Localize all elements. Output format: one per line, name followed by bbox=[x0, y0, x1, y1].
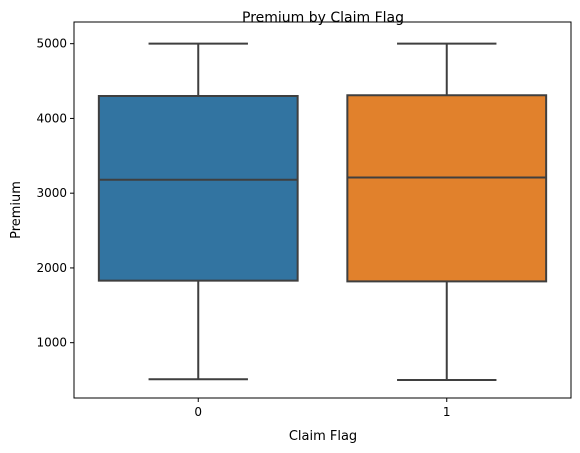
x-tick-label: 0 bbox=[194, 405, 202, 419]
plot-frame bbox=[73, 21, 572, 399]
y-tick-label: 3000 bbox=[36, 186, 67, 200]
box-1 bbox=[346, 94, 548, 283]
x-axis-label: Claim Flag bbox=[289, 429, 357, 444]
y-axis: 1000 2000 3000 4000 5000 bbox=[36, 37, 74, 350]
plot-area bbox=[97, 42, 548, 382]
y-tick-label: 1000 bbox=[36, 336, 67, 350]
x-tick-label: 1 bbox=[443, 405, 451, 419]
chart-title: Premium by Claim Flag bbox=[242, 10, 404, 26]
y-tick-label: 5000 bbox=[36, 37, 67, 51]
y-axis-label: Premium bbox=[9, 181, 24, 239]
y-tick-label: 4000 bbox=[36, 111, 67, 125]
box-0 bbox=[97, 95, 299, 282]
y-tick-label: 2000 bbox=[36, 261, 67, 275]
